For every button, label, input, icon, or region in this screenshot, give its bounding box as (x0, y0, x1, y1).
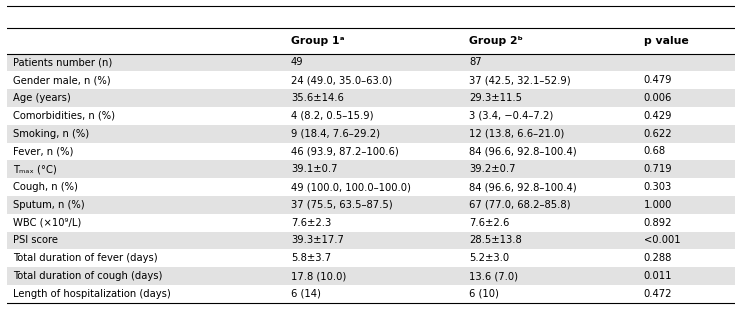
Text: 13.6 (7.0): 13.6 (7.0) (469, 271, 518, 281)
Text: Cough, n (%): Cough, n (%) (13, 182, 78, 192)
Text: 84 (96.6, 92.8–100.4): 84 (96.6, 92.8–100.4) (469, 146, 577, 157)
Text: 37 (75.5, 63.5–87.5): 37 (75.5, 63.5–87.5) (291, 200, 393, 210)
Text: 4 (8.2, 0.5–15.9): 4 (8.2, 0.5–15.9) (291, 111, 373, 121)
Text: 5.8±3.7: 5.8±3.7 (291, 253, 331, 263)
Text: 1.000: 1.000 (644, 200, 672, 210)
Text: 6 (10): 6 (10) (469, 289, 499, 299)
Text: 28.5±13.8: 28.5±13.8 (469, 236, 522, 246)
Text: 0.429: 0.429 (644, 111, 672, 121)
Text: 9 (18.4, 7.6–29.2): 9 (18.4, 7.6–29.2) (291, 129, 380, 139)
Bar (7, 232, 735, 249)
Text: 39.3±17.7: 39.3±17.7 (291, 236, 344, 246)
Bar (7, 89, 735, 107)
Text: 0.303: 0.303 (644, 182, 672, 192)
Text: Length of hospitalization (days): Length of hospitalization (days) (13, 289, 171, 299)
Text: Total duration of cough (days): Total duration of cough (days) (13, 271, 162, 281)
Text: 0.011: 0.011 (644, 271, 672, 281)
Text: 0.622: 0.622 (644, 129, 672, 139)
Text: Sputum, n (%): Sputum, n (%) (13, 200, 85, 210)
Text: 0.472: 0.472 (644, 289, 672, 299)
Bar (7, 54, 735, 71)
Text: p value: p value (644, 36, 689, 46)
Text: Age (years): Age (years) (13, 93, 71, 103)
Text: 87: 87 (469, 57, 482, 67)
Text: Tₘₐₓ (°C): Tₘₐₓ (°C) (13, 164, 57, 174)
Text: 3 (3.4, −0.4–7.2): 3 (3.4, −0.4–7.2) (469, 111, 554, 121)
Text: 35.6±14.6: 35.6±14.6 (291, 93, 344, 103)
Bar (7, 125, 735, 143)
Text: <0.001: <0.001 (644, 236, 680, 246)
Text: 6 (14): 6 (14) (291, 289, 321, 299)
Text: 0.719: 0.719 (644, 164, 672, 174)
Text: 24 (49.0, 35.0–63.0): 24 (49.0, 35.0–63.0) (291, 75, 392, 85)
Text: 0.892: 0.892 (644, 218, 672, 228)
Text: Gender male, n (%): Gender male, n (%) (13, 75, 111, 85)
Text: 12 (13.8, 6.6–21.0): 12 (13.8, 6.6–21.0) (469, 129, 565, 139)
Text: 5.2±3.0: 5.2±3.0 (469, 253, 509, 263)
Bar (7, 160, 735, 178)
Bar (7, 267, 735, 285)
Text: 37 (42.5, 32.1–52.9): 37 (42.5, 32.1–52.9) (469, 75, 571, 85)
Text: Total duration of fever (days): Total duration of fever (days) (13, 253, 158, 263)
Text: Patients number (n): Patients number (n) (13, 57, 113, 67)
Text: 7.6±2.3: 7.6±2.3 (291, 218, 331, 228)
Text: Smoking, n (%): Smoking, n (%) (13, 129, 89, 139)
Text: 49: 49 (291, 57, 303, 67)
Text: WBC (×10⁹/L): WBC (×10⁹/L) (13, 218, 82, 228)
Text: PSI score: PSI score (13, 236, 58, 246)
Text: 39.2±0.7: 39.2±0.7 (469, 164, 516, 174)
Text: 7.6±2.6: 7.6±2.6 (469, 218, 510, 228)
Text: Group 2ᵇ: Group 2ᵇ (469, 36, 523, 46)
Text: 0.68: 0.68 (644, 146, 666, 157)
Text: 84 (96.6, 92.8–100.4): 84 (96.6, 92.8–100.4) (469, 182, 577, 192)
Text: 49 (100.0, 100.0–100.0): 49 (100.0, 100.0–100.0) (291, 182, 411, 192)
Text: 17.8 (10.0): 17.8 (10.0) (291, 271, 347, 281)
Text: 29.3±11.5: 29.3±11.5 (469, 93, 522, 103)
Text: Group 1ᵃ: Group 1ᵃ (291, 36, 344, 46)
Text: 0.288: 0.288 (644, 253, 672, 263)
Text: Comorbidities, n (%): Comorbidities, n (%) (13, 111, 115, 121)
Text: 67 (77.0, 68.2–85.8): 67 (77.0, 68.2–85.8) (469, 200, 571, 210)
Text: 39.1±0.7: 39.1±0.7 (291, 164, 338, 174)
Text: 0.006: 0.006 (644, 93, 672, 103)
Bar (7, 196, 735, 214)
Text: Fever, n (%): Fever, n (%) (13, 146, 73, 157)
Text: 46 (93.9, 87.2–100.6): 46 (93.9, 87.2–100.6) (291, 146, 398, 157)
Text: 0.479: 0.479 (644, 75, 672, 85)
